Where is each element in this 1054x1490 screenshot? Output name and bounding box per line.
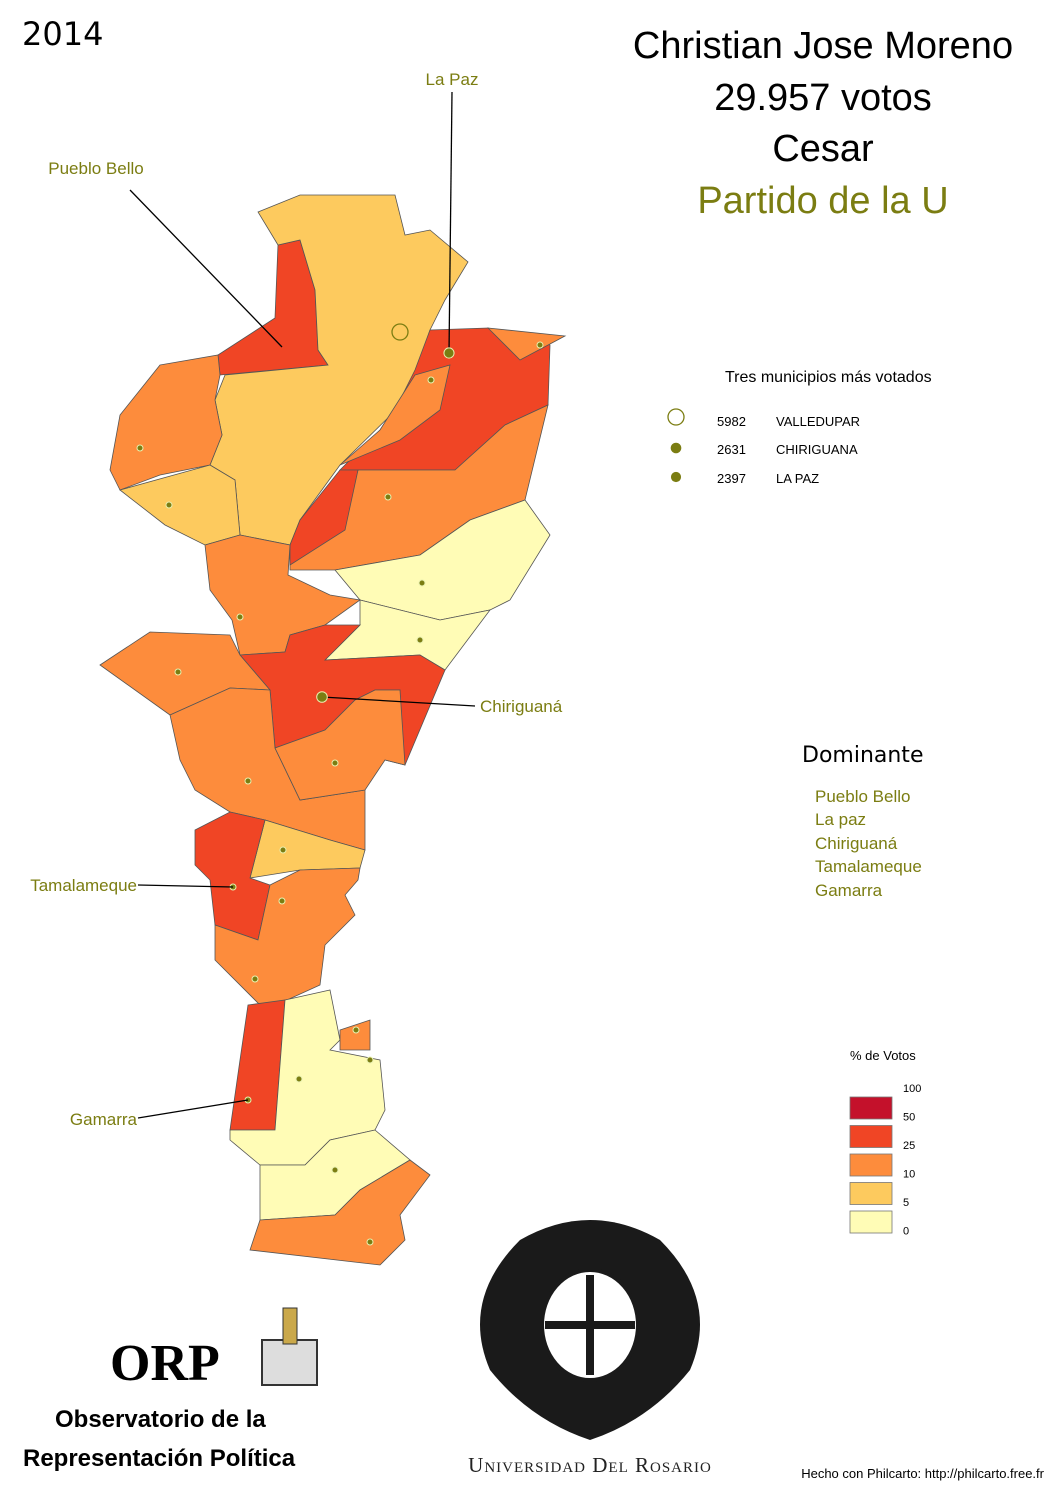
municipality-dot [366,1238,374,1246]
credit: Hecho con Philcarto: http://philcarto.fr… [801,1466,1044,1481]
ballot [282,1307,298,1345]
title-line: Christian Jose Moreno [633,25,1013,67]
municipality-dot [236,613,244,621]
orp-name: Observatorio de la [55,1406,266,1433]
legend-value: 5982 [717,414,746,429]
callout-label: Gamarra [70,1110,138,1129]
legend-title: % de Votos [850,1048,916,1063]
callouts: La Paz Pueblo Bello Chiriguaná Tamalameq… [30,70,563,1129]
municipality-dot [136,444,144,452]
top-symbol [316,691,328,703]
municipality-dot [536,341,544,349]
legend-break: 10 [903,1169,915,1181]
orp-logo: ORP Observatorio de la Representación Po… [23,1307,318,1472]
municipality-dot [384,493,392,501]
region [339,1019,371,1051]
top-symbols [316,323,455,703]
dominant-item: Pueblo Bello [815,787,910,806]
top-three-legend: Tres municipios más votados 5982 VALLEDU… [667,369,932,486]
municipality-dots [136,341,544,1246]
dominant-item: La paz [815,810,866,829]
top-symbol [391,323,409,341]
orp-wordmark: ORP [110,1335,220,1392]
callout-label: Pueblo Bello [48,159,143,178]
region [486,327,567,361]
legend-name: VALLEDUPAR [776,414,860,429]
legend-break: 100 [903,1083,921,1095]
municipality-dot [279,846,287,854]
university-name: Universidad Del Rosario [468,1453,712,1477]
legend-swatch [849,1153,893,1177]
municipality-dot [352,1026,360,1034]
legend-title: Dominante [802,743,923,768]
title-line: 29.957 votos [714,77,932,119]
dominant-item: Tamalameque [815,857,922,876]
municipality-dot [244,777,252,785]
legend-value: 2631 [717,442,746,457]
callout-line [448,91,453,354]
legend-break: 50 [903,1112,915,1124]
callout-line [137,884,234,888]
title-line: Cesar [772,128,874,170]
municipality-dot [416,636,424,644]
municipality-dot [331,759,339,767]
municipality-dot [165,501,173,509]
legend-symbol [670,471,682,483]
legend-break: 5 [903,1197,909,1209]
ballot-box [261,1339,318,1386]
region [289,469,359,566]
party: Partido de la U [697,180,948,222]
legend-value: 2397 [717,471,746,486]
regions [99,194,567,1266]
dominant-item: Gamarra [815,881,883,900]
legend-swatch [849,1182,893,1205]
municipality-dot [331,1166,339,1174]
rosario-logo: Universidad Del Rosario [468,1220,712,1477]
callout-line [129,189,283,348]
legend-swatch [849,1125,893,1148]
municipality-dot [418,579,426,587]
legend-name: LA PAZ [776,471,819,486]
region [214,867,361,1011]
region [339,364,451,466]
municipality-dot [278,897,286,905]
title: Christian Jose Moreno 29.957 votos Cesar… [633,25,1013,222]
callout-label: Chiriguaná [480,697,563,716]
callout-line [321,696,476,707]
municipality-dot [366,1056,374,1064]
top-symbol [443,347,455,359]
municipality-dot [174,668,182,676]
callout-label: La Paz [426,70,479,89]
year: 2014 [22,15,103,53]
crest-cross [545,1275,635,1375]
municipality-dot [251,975,259,983]
legend-break: 0 [903,1226,909,1238]
legend-symbol [667,408,685,426]
callout-line [137,1099,249,1119]
legend-name: CHIRIGUANA [776,442,858,457]
municipality-dot [295,1075,303,1083]
region [249,1159,431,1266]
legend-break: 25 [903,1140,915,1152]
legend-symbol [670,442,682,454]
legend-title: Tres municipios más votados [725,369,932,386]
legend-swatch [849,1210,893,1234]
legend-swatch [849,1096,893,1120]
dominant-item: Chiriguaná [815,834,898,853]
orp-name: Representación Política [23,1445,296,1472]
municipality-dot [427,376,435,384]
dominant-legend: Dominante Pueblo Bello La paz Chiriguaná… [802,743,923,900]
region [274,689,406,801]
callout-lines [129,91,476,1119]
callout-label: Tamalameque [30,876,137,895]
